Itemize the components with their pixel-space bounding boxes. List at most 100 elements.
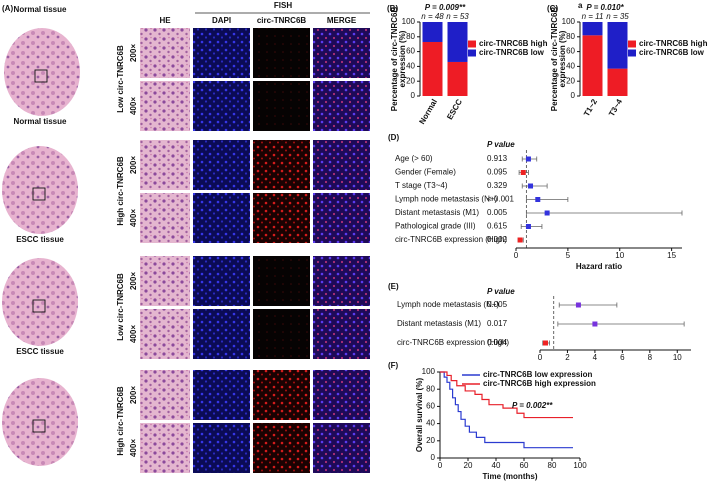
p-value: 0.615 <box>487 222 508 231</box>
legend-label: circ-TNRC6B low <box>479 48 545 57</box>
y-tick-label: 60 <box>566 47 575 56</box>
micrograph <box>313 256 370 306</box>
roi-box <box>32 419 46 433</box>
n-label: n = 48 <box>421 12 444 21</box>
magnification-label: 200× <box>129 272 138 290</box>
row-label: Distant metastasis (M1) <box>397 319 481 328</box>
x-tick-label: T1~2 <box>582 97 599 118</box>
micrograph <box>140 28 190 78</box>
micrograph <box>193 140 250 190</box>
hr-point <box>517 237 523 243</box>
panel-label: (A) <box>2 4 13 13</box>
bar-segment <box>607 68 628 96</box>
x-tick-label: 80 <box>548 461 557 470</box>
x-tick-label: 15 <box>667 251 676 260</box>
p-value: < 0.001 <box>487 195 514 204</box>
panel-label: (E) <box>388 282 399 291</box>
hr-point <box>592 321 598 327</box>
magnification-label: 200× <box>129 386 138 404</box>
row-label: T stage (T3~4) <box>395 181 448 190</box>
micrograph <box>140 81 190 131</box>
y-axis-label: Overall survival (%) <box>415 378 424 453</box>
y-tick-label: 20 <box>426 436 435 445</box>
micrograph <box>313 140 370 190</box>
legend-label: circ-TNRC6B high <box>479 39 548 48</box>
micrograph <box>193 370 250 420</box>
magnification-label: 400× <box>129 209 138 227</box>
magnification-label: 200× <box>129 156 138 174</box>
micrograph <box>313 28 370 78</box>
y-tick-label: 0 <box>431 453 436 462</box>
hr-point <box>544 210 550 216</box>
y-tick-label: 100 <box>562 17 576 26</box>
p-value: 0.017 <box>487 319 508 328</box>
micrograph <box>140 423 190 473</box>
column-header: HE <box>159 16 171 25</box>
row-label: Age (> 60) <box>395 154 433 163</box>
p-value: 0.005 <box>487 208 508 217</box>
micrograph <box>253 28 310 78</box>
column-header: DAPI <box>212 16 231 25</box>
p-value: 0.913 <box>487 154 508 163</box>
micrograph <box>253 309 310 359</box>
y-tick-label: 100 <box>422 367 436 376</box>
x-tick-label: 8 <box>648 353 653 362</box>
panel-label: (F) <box>388 361 399 370</box>
y-tick-label: 20 <box>566 76 575 85</box>
n-label: n = 53 <box>446 12 469 21</box>
magnification-label: 400× <box>129 325 138 343</box>
micrograph <box>313 309 370 359</box>
bar-segment <box>582 35 603 96</box>
micrograph <box>140 256 190 306</box>
y-axis-label: Percentage of circ-TNRC6B <box>390 7 399 112</box>
legend-label: circ-TNRC6B high expression <box>483 379 596 388</box>
p-header: P value <box>487 140 515 149</box>
micrograph <box>313 370 370 420</box>
ci-line <box>525 210 683 216</box>
micrograph <box>193 28 250 78</box>
micrograph <box>140 193 190 243</box>
n-label: n = 11 <box>582 12 604 21</box>
ci-line <box>525 197 569 202</box>
legend-label: circ-TNRC6B high <box>639 39 708 48</box>
expression-label: High circ-TNRC6B <box>116 156 125 226</box>
roi-box <box>32 187 46 201</box>
x-tick-label: 4 <box>593 353 598 362</box>
micrograph <box>253 140 310 190</box>
y-tick-label: 100 <box>402 17 416 26</box>
y-tick-label: 80 <box>406 32 415 41</box>
tissue-image <box>2 258 78 346</box>
micrograph <box>313 81 370 131</box>
ci-line <box>558 302 618 308</box>
expression-label: Low circ-TNRC6B <box>116 45 125 113</box>
x-tick-label: 6 <box>620 353 625 362</box>
x-tick-label: Normal <box>417 98 439 126</box>
ci-line <box>520 224 543 229</box>
p-value: 0.002 <box>487 235 508 244</box>
micrograph <box>253 81 310 131</box>
micrograph <box>313 193 370 243</box>
bar-segment <box>422 41 443 96</box>
row-label: Lymph node metastasis (N+) <box>397 300 500 309</box>
x-tick-label: 5 <box>566 251 571 260</box>
expression-label: High circ-TNRC6B <box>116 386 125 456</box>
y-tick-label: 40 <box>566 62 575 71</box>
micrograph <box>253 370 310 420</box>
y-axis-label: expression (%) <box>558 30 567 87</box>
tissue-label: ESCC tissue <box>16 235 64 244</box>
tissue-image <box>2 378 78 466</box>
micrograph <box>253 423 310 473</box>
tissue-image <box>4 28 80 116</box>
micrograph <box>313 423 370 473</box>
p-value: 0.329 <box>487 181 508 190</box>
hr-point <box>525 224 531 229</box>
y-tick-label: 80 <box>426 384 435 393</box>
x-tick-label: 100 <box>573 461 587 470</box>
x-tick-label: 40 <box>492 461 501 470</box>
bar-segment <box>422 22 443 42</box>
magnification-label: 400× <box>129 97 138 115</box>
legend-swatch <box>468 49 476 57</box>
tissue-label: Normal tissue <box>14 117 67 126</box>
